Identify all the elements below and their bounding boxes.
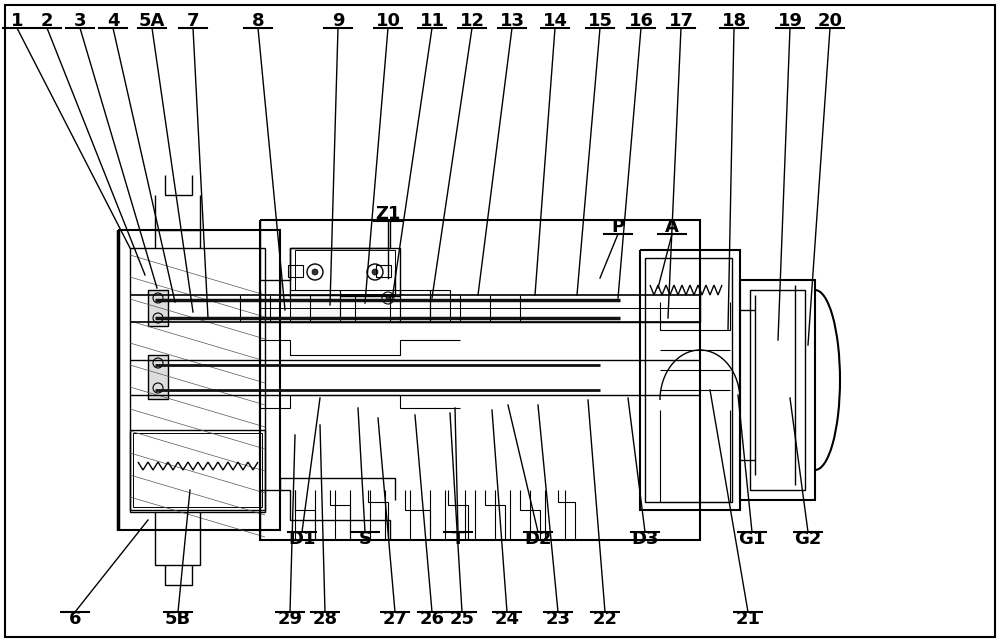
Circle shape: [372, 269, 378, 275]
Bar: [400, 290, 430, 322]
Text: A: A: [665, 218, 679, 236]
Text: S: S: [358, 530, 372, 548]
Text: D3: D3: [631, 530, 659, 548]
Text: 10: 10: [376, 12, 400, 30]
Text: 3: 3: [74, 12, 86, 30]
Text: 16: 16: [629, 12, 654, 30]
Text: 28: 28: [312, 610, 338, 628]
Text: 13: 13: [500, 12, 524, 30]
Text: 29: 29: [278, 610, 302, 628]
Text: 14: 14: [542, 12, 568, 30]
Text: 9: 9: [332, 12, 344, 30]
Text: T: T: [452, 530, 464, 548]
Text: 17: 17: [668, 12, 694, 30]
Bar: [288, 265, 303, 277]
Text: 11: 11: [420, 12, 444, 30]
Circle shape: [386, 296, 390, 300]
Text: 8: 8: [252, 12, 264, 30]
Text: D2: D2: [524, 530, 552, 548]
Bar: [376, 265, 391, 277]
Bar: [290, 248, 400, 296]
Text: 5A: 5A: [139, 12, 165, 30]
Text: 27: 27: [382, 610, 408, 628]
Bar: [130, 430, 265, 510]
Bar: [340, 290, 400, 322]
Text: 5B: 5B: [165, 610, 191, 628]
Bar: [290, 290, 340, 322]
Text: D1: D1: [288, 530, 316, 548]
Bar: [740, 280, 815, 500]
Text: 20: 20: [818, 12, 842, 30]
Text: Z1: Z1: [375, 205, 401, 223]
Text: 1: 1: [11, 12, 23, 30]
Text: 15: 15: [588, 12, 612, 30]
Bar: [750, 290, 805, 490]
Bar: [148, 355, 168, 399]
Text: 21: 21: [736, 610, 761, 628]
Bar: [148, 290, 168, 326]
Bar: [430, 290, 450, 322]
Text: 26: 26: [420, 610, 444, 628]
Text: 25: 25: [450, 610, 475, 628]
Text: 24: 24: [494, 610, 520, 628]
Text: G2: G2: [794, 530, 822, 548]
Bar: [295, 250, 395, 294]
Text: G1: G1: [738, 530, 766, 548]
Text: 4: 4: [107, 12, 119, 30]
Text: 22: 22: [592, 610, 618, 628]
Text: 6: 6: [69, 610, 81, 628]
Text: 19: 19: [778, 12, 802, 30]
Text: 23: 23: [546, 610, 570, 628]
Bar: [133, 433, 262, 507]
Text: P: P: [611, 218, 625, 236]
Circle shape: [312, 269, 318, 275]
Text: 18: 18: [721, 12, 747, 30]
Text: 2: 2: [41, 12, 53, 30]
Text: 7: 7: [187, 12, 199, 30]
Text: 12: 12: [460, 12, 484, 30]
